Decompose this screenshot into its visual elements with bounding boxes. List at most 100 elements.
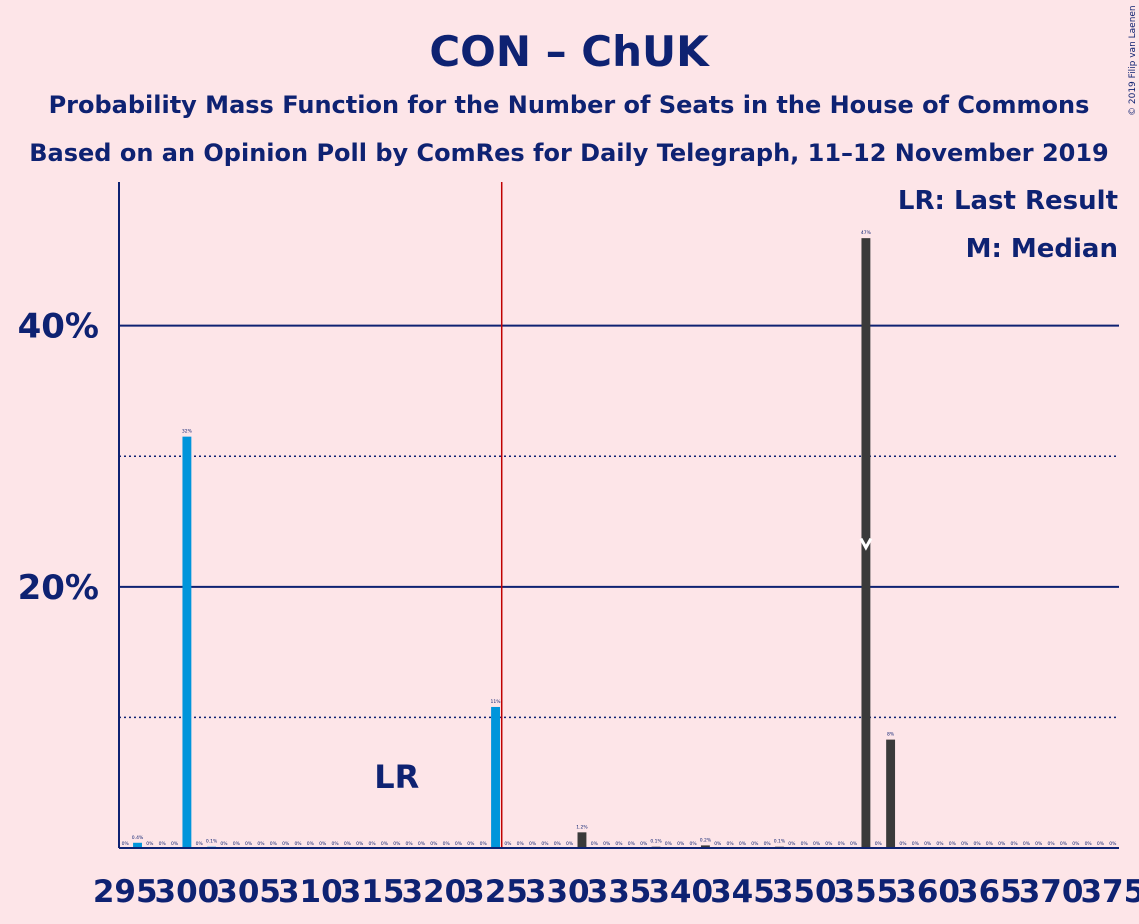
bar-label-367: 0% — [1010, 841, 1018, 847]
bar-seats-342 — [700, 845, 710, 848]
bar-label-303: 0% — [220, 841, 228, 847]
bar-label-299: 0% — [171, 841, 179, 847]
bar-label-329: 0% — [541, 841, 549, 847]
y-tick-label: 40% — [18, 307, 99, 347]
bar-seats-296 — [133, 842, 142, 848]
bar-label-295: 0% — [122, 841, 130, 847]
bar-seats-325 — [491, 706, 500, 848]
bar-label-348: 0.1% — [774, 839, 786, 845]
x-tick-label: 320 — [401, 874, 466, 910]
x-tick-label: 300 — [155, 874, 220, 910]
bar-label-341: 0% — [690, 841, 698, 847]
bar-label-338: 0.1% — [650, 839, 662, 845]
x-tick-label: 310 — [278, 874, 343, 910]
x-tick-label: 335 — [587, 874, 652, 910]
bar-label-359: 0% — [912, 841, 920, 847]
bar-label-360: 0% — [924, 841, 932, 847]
bar-label-317: 0% — [393, 841, 401, 847]
x-tick-label: 325 — [463, 874, 528, 910]
bar-seats-300 — [182, 436, 192, 848]
bar-label-363: 0% — [961, 841, 969, 847]
bar-label-369: 0% — [1035, 841, 1043, 847]
bar-label-346: 0% — [751, 841, 759, 847]
copyright-notice: © 2019 Filip van Laenen — [1128, 5, 1138, 116]
x-tick-label: 315 — [340, 874, 405, 910]
bar-label-321: 0% — [443, 841, 451, 847]
legend-median: M: Median — [966, 234, 1118, 264]
bar-label-353: 0% — [838, 841, 846, 847]
bar-label-347: 0% — [764, 841, 772, 847]
bar-label-315: 0% — [369, 841, 377, 847]
bar-label-319: 0% — [418, 841, 426, 847]
bar-label-311: 0% — [319, 841, 327, 847]
bar-label-310: 0% — [307, 841, 315, 847]
bar-label-307: 0% — [270, 841, 278, 847]
bar-label-361: 0% — [936, 841, 944, 847]
bar-label-296: 0.4% — [132, 835, 144, 841]
bar-label-297: 0% — [146, 841, 154, 847]
bar-label-372: 0% — [1072, 841, 1080, 847]
bar-label-309: 0% — [294, 841, 302, 847]
bar-label-326: 0% — [504, 841, 512, 847]
bar-label-300: 32% — [182, 429, 193, 435]
bar-label-342: 0.2% — [700, 837, 712, 843]
legend-last-result: LR: Last Result — [898, 186, 1118, 216]
chart-subtitle-poll: Based on an Opinion Poll by ComRes for D… — [29, 139, 1108, 167]
x-tick-label: 355 — [834, 874, 899, 910]
bar-label-349: 0% — [788, 841, 796, 847]
bar-label-362: 0% — [949, 841, 957, 847]
bar-label-365: 0% — [986, 841, 994, 847]
bar-seats-355 — [861, 238, 871, 848]
bar-label-351: 0% — [813, 841, 821, 847]
bar-label-305: 0% — [245, 841, 253, 847]
bar-label-312: 0% — [331, 841, 339, 847]
bar-label-330: 0% — [554, 841, 562, 847]
bar-label-313: 0% — [344, 841, 352, 847]
bar-label-364: 0% — [973, 841, 981, 847]
bar-label-336: 0% — [628, 841, 636, 847]
x-tick-label: 330 — [525, 874, 590, 910]
bar-label-356: 0% — [875, 841, 883, 847]
x-tick-label: 365 — [957, 874, 1022, 910]
x-tick-label: 350 — [772, 874, 837, 910]
bar-label-322: 0% — [455, 841, 463, 847]
bar-label-327: 0% — [517, 841, 525, 847]
bar-label-344: 0% — [727, 841, 735, 847]
bar-value-labels: 0%0.4%0% 0% 0%32%0% 0.1% 0% 0% 0% 0% 0% 0% 0% 0% 0% 0… — [122, 230, 1118, 847]
bar-label-324: 0% — [480, 841, 488, 847]
median-marker — [859, 537, 873, 551]
bar-label-343: 0% — [714, 841, 722, 847]
bar-label-320: 0% — [430, 841, 438, 847]
bar-label-302: 0.1% — [206, 839, 218, 845]
gridlines — [119, 324, 1119, 719]
bars — [133, 238, 896, 848]
bar-label-368: 0% — [1023, 841, 1031, 847]
bar-label-304: 0% — [233, 841, 241, 847]
bar-label-337: 0% — [640, 841, 648, 847]
x-tick-label: 340 — [648, 874, 713, 910]
bar-label-339: 0% — [665, 841, 673, 847]
last-result-marker: LR — [374, 758, 419, 796]
bar-seats-332 — [577, 832, 587, 848]
bar-label-366: 0% — [998, 841, 1006, 847]
bar-label-333: 0% — [591, 841, 599, 847]
bar-label-354: 0% — [850, 841, 858, 847]
bar-label-318: 0% — [406, 841, 414, 847]
y-tick-labels: 20% 40% — [18, 307, 99, 608]
x-tick-labels: 2953003053103153203253303353403453503553… — [93, 874, 1139, 910]
y-tick-label: 20% — [18, 568, 99, 608]
x-tick-label: 295 — [93, 874, 158, 910]
bar-seats-357 — [886, 739, 896, 848]
bar-label-373: 0% — [1085, 841, 1093, 847]
bar-label-301: 0% — [196, 841, 204, 847]
chart-subtitle: Probability Mass Function for the Number… — [49, 91, 1090, 119]
bar-label-352: 0% — [825, 841, 833, 847]
x-tick-label: 375 — [1080, 874, 1139, 910]
bar-label-375: 0% — [1109, 841, 1117, 847]
bar-label-298: 0% — [159, 841, 167, 847]
bar-label-371: 0% — [1060, 841, 1068, 847]
bar-label-306: 0% — [257, 841, 265, 847]
bar-label-332: 1.2% — [576, 824, 588, 830]
bar-label-323: 0% — [467, 841, 475, 847]
